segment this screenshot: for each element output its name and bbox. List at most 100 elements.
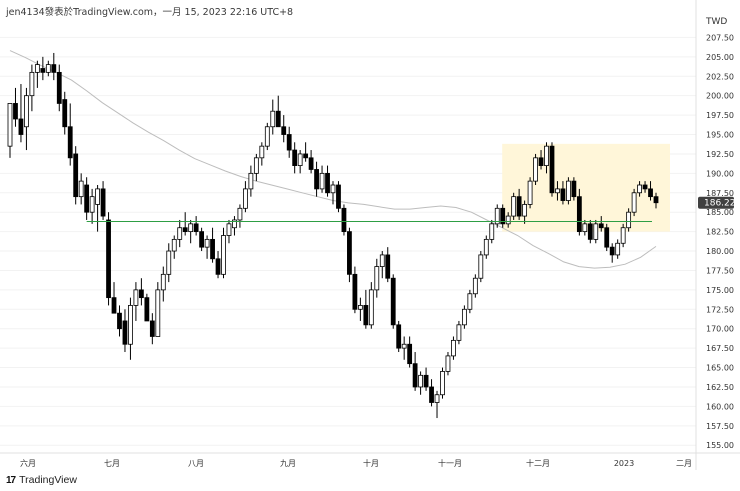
candle — [78, 173, 84, 205]
candle — [40, 56, 46, 81]
price-tick-label: 162.50 — [706, 383, 734, 392]
candle-body — [13, 103, 18, 120]
candle — [429, 379, 434, 407]
candle-body — [264, 126, 270, 147]
candle-body — [483, 238, 489, 256]
candle-body — [368, 289, 374, 326]
candle-body — [505, 215, 511, 225]
candle — [631, 188, 637, 217]
price-tick-label: 177.50 — [706, 266, 734, 275]
candle-body — [18, 118, 24, 135]
candle-body — [210, 238, 215, 260]
candle — [461, 305, 467, 329]
time-tick-label: 八月 — [188, 459, 204, 468]
candle-body — [84, 184, 90, 213]
candle — [483, 235, 489, 259]
tradingview-brand: TradingView — [19, 474, 77, 486]
price-tick-label: 182.50 — [706, 228, 734, 237]
candle-body — [555, 188, 560, 194]
candle-body — [275, 110, 281, 128]
candle — [89, 188, 95, 224]
candle — [555, 181, 560, 201]
candle-body — [445, 355, 451, 372]
candle-body — [297, 153, 303, 166]
candle-body — [237, 207, 243, 221]
candle — [363, 289, 369, 329]
candle — [642, 181, 648, 193]
candle — [593, 219, 599, 244]
candle — [598, 216, 604, 232]
candle — [221, 227, 226, 279]
candle-body — [637, 184, 642, 194]
price-tick-label: 175.00 — [706, 286, 734, 295]
candle — [177, 219, 183, 248]
candle-body — [401, 343, 407, 349]
candle-body — [51, 64, 57, 73]
candle-body — [128, 305, 133, 345]
candle-body — [155, 289, 161, 337]
candle-body — [357, 305, 363, 310]
candle — [347, 227, 352, 283]
candle-body — [204, 238, 210, 248]
candle — [248, 165, 254, 197]
candle — [111, 282, 117, 314]
candle — [533, 153, 538, 186]
candle-body — [314, 169, 319, 190]
time-axis[interactable]: 六月 七月 八月 九月 十月 十一月 十二月 2023 二月 — [20, 458, 692, 468]
candles-group — [7, 52, 659, 419]
candle — [149, 313, 155, 345]
candle — [73, 146, 79, 205]
candle — [401, 336, 407, 360]
price-tick-label: 205.00 — [706, 53, 734, 62]
candle-body — [56, 71, 62, 104]
candle-body — [95, 188, 100, 205]
candle — [270, 99, 276, 135]
candle — [325, 165, 330, 197]
candle-body — [544, 145, 549, 166]
time-tick-label: 2023 — [614, 459, 634, 468]
price-tick-label: 197.50 — [706, 111, 734, 120]
candle — [286, 126, 292, 158]
candle-body — [149, 320, 155, 337]
candle — [199, 227, 205, 252]
candle — [336, 181, 341, 213]
price-tick-label: 185.00 — [706, 208, 734, 217]
candle — [281, 115, 287, 143]
candle-body — [604, 227, 610, 248]
candle-body — [429, 386, 434, 403]
candle — [243, 181, 248, 213]
price-axis[interactable]: 155.00 157.50 160.00 162.50 165.00 167.50 170.… — [706, 33, 734, 450]
candle-body — [232, 219, 237, 229]
candle — [451, 336, 456, 360]
candle-body — [122, 320, 128, 345]
currency-label: TWD — [705, 17, 727, 27]
candle — [51, 52, 57, 81]
candle-body — [363, 305, 369, 326]
candle — [67, 103, 73, 166]
candle-body — [325, 172, 330, 194]
candle — [24, 87, 29, 151]
candle — [456, 320, 462, 345]
candle — [193, 216, 199, 236]
candle-body — [423, 374, 429, 388]
candle-body — [281, 126, 287, 135]
candle — [264, 122, 270, 151]
candle — [319, 165, 325, 193]
candle-body — [336, 184, 341, 209]
candle-body — [533, 157, 538, 182]
last-price-badge-box — [698, 196, 734, 209]
candle-body — [587, 223, 593, 240]
candle-body — [598, 223, 604, 229]
price-tick-label: 165.00 — [706, 364, 734, 373]
price-tick-label: 200.00 — [706, 92, 734, 101]
price-tick-label: 155.00 — [706, 441, 734, 450]
candle — [566, 177, 571, 205]
price-tick-label: 202.50 — [706, 72, 734, 81]
candle — [232, 216, 237, 236]
candle-body — [549, 145, 555, 194]
tradingview-footer[interactable]: 17 TradingView — [6, 474, 77, 486]
candle-body — [319, 172, 325, 190]
candle — [352, 266, 358, 314]
tradingview-logo-icon: 17 — [6, 474, 16, 486]
